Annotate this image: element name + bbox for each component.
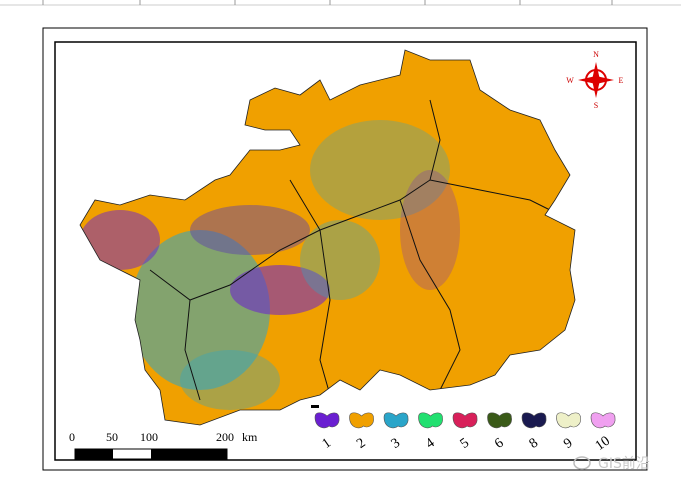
watermark-text: GIS前沿 (598, 455, 650, 472)
legend-swatch (521, 412, 547, 429)
compass: N S W E (566, 50, 623, 110)
compass-east: E (619, 76, 624, 85)
boundary (149, 99, 441, 301)
boundary (429, 179, 551, 211)
scale-unit: km (242, 430, 258, 444)
compass-needle (578, 76, 614, 84)
land-class-patch (400, 170, 460, 290)
legend-swatch (418, 412, 443, 429)
scale-bar (74, 448, 228, 460)
scale-bar-segment (151, 449, 227, 459)
legend-swatch (314, 412, 340, 429)
legend-swatch (556, 412, 581, 429)
land-class-patch (80, 210, 160, 270)
scale-label: 50 (106, 430, 118, 444)
compass-west: W (566, 76, 574, 85)
compass-north: N (593, 50, 599, 59)
map-frame (54, 41, 637, 461)
boundary (184, 299, 201, 401)
scale-bar-segment (75, 449, 113, 459)
legend-swatch (383, 412, 409, 429)
scale-label: 0 (69, 430, 75, 444)
scale-labels: 0 50 100 200 km (69, 430, 258, 444)
land-class-patch (130, 230, 270, 390)
legend-swatch (349, 412, 374, 429)
scale-label: 200 (216, 430, 234, 444)
ruler (0, 0, 681, 6)
province-map (80, 50, 575, 425)
compass-south: S (594, 101, 598, 110)
legend-swatch (452, 412, 478, 429)
watermark: GIS前沿 (573, 455, 650, 472)
marker (311, 405, 319, 408)
legend-swatch (487, 412, 512, 429)
legend-swatch (590, 412, 616, 429)
land-class-patch (190, 205, 310, 255)
land-class-patch (300, 220, 380, 300)
boundary (399, 199, 461, 391)
province-outline (79, 49, 576, 426)
land-class-patch (230, 265, 330, 315)
wechat-icon (573, 456, 591, 470)
boundary (289, 179, 331, 396)
land-class-patch (180, 350, 280, 410)
scale-label: 100 (140, 430, 158, 444)
land-class-patch (310, 120, 450, 220)
